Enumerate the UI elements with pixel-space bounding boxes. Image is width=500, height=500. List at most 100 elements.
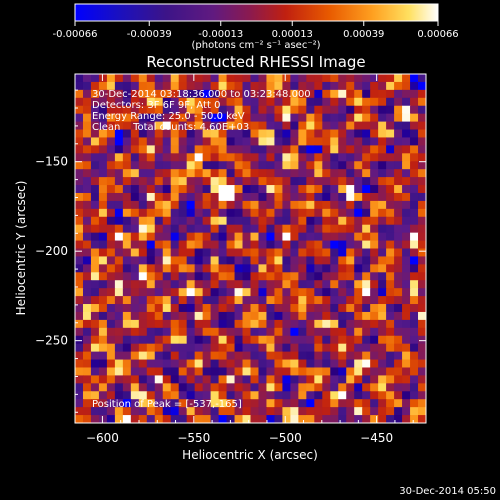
heatmap-cell — [154, 304, 164, 313]
heatmap-cell — [338, 248, 347, 258]
heatmap-cell — [138, 327, 148, 337]
heatmap-cell — [122, 407, 132, 416]
heatmap-cell — [194, 153, 204, 162]
heatmap-cell — [274, 161, 284, 170]
heatmap-cell — [138, 343, 148, 353]
heatmap-cell — [418, 208, 426, 218]
heatmap-cell — [194, 335, 204, 345]
heatmap-cell — [346, 296, 355, 305]
heatmap-cell — [114, 200, 124, 210]
heatmap-cell — [314, 192, 323, 202]
heatmap-cell — [82, 200, 92, 210]
heatmap-cell — [394, 375, 403, 384]
heatmap-cell — [106, 169, 116, 178]
heatmap-cell — [370, 296, 379, 305]
heatmap-cell — [250, 240, 260, 250]
heatmap-cell — [354, 391, 363, 400]
heatmap-cell — [130, 161, 140, 170]
heatmap-cell — [138, 89, 148, 99]
heatmap-cell — [218, 81, 228, 91]
heatmap-cell — [194, 319, 204, 329]
heatmap-cell — [178, 200, 188, 210]
heatmap-cell — [178, 105, 188, 115]
heatmap-cell — [98, 248, 108, 258]
heatmap-cell — [402, 343, 411, 353]
heatmap-cell — [394, 359, 403, 369]
heatmap-cell — [130, 216, 140, 226]
heatmap-cell — [122, 264, 132, 273]
heatmap-cell — [114, 177, 124, 186]
heatmap-cell — [306, 391, 315, 400]
heatmap-cell — [418, 343, 426, 353]
heatmap-cell — [282, 224, 291, 234]
heatmap-cell — [282, 137, 291, 146]
heatmap-cell — [266, 367, 276, 377]
heatmap-cell — [114, 208, 124, 218]
heatmap-cell — [362, 161, 371, 170]
heatmap-cell — [418, 232, 426, 242]
heatmap-cell — [418, 129, 426, 139]
heatmap-cell — [218, 280, 228, 289]
heatmap-cell — [274, 129, 284, 139]
heatmap-cell — [362, 208, 371, 218]
heatmap-cell — [154, 415, 164, 423]
heatmap-cell — [202, 311, 212, 321]
heatmap-cell — [82, 391, 92, 400]
heatmap-cell — [138, 97, 148, 107]
heatmap-cell — [114, 351, 124, 361]
heatmap-cell — [290, 177, 299, 186]
heatmap-cell — [250, 208, 260, 218]
heatmap-cell — [162, 177, 172, 186]
heatmap-cell — [226, 407, 236, 416]
heatmap-cell — [234, 264, 244, 273]
heatmap-cell — [338, 161, 347, 170]
heatmap-cell — [226, 375, 236, 384]
heatmap-cell — [378, 113, 387, 123]
heatmap-cell — [370, 272, 379, 281]
colorbar-unit-label: (photons cm⁻² s⁻¹ asec⁻²) — [191, 40, 320, 51]
heatmap-cell — [418, 304, 426, 313]
heatmap-cell — [186, 192, 196, 202]
heatmap-cell — [194, 311, 204, 321]
heatmap-cell — [194, 248, 204, 258]
heatmap-cell — [82, 351, 92, 361]
heatmap-cell — [258, 129, 268, 139]
heatmap-cell — [162, 415, 172, 423]
heatmap-cell — [242, 280, 252, 289]
heatmap-cell — [378, 232, 387, 242]
heatmap-cell — [234, 280, 244, 289]
heatmap-cell — [234, 327, 244, 337]
heatmap-cell — [90, 224, 100, 234]
heatmap-cell — [202, 296, 212, 305]
heatmap-cell — [274, 200, 284, 210]
heatmap-cell — [410, 351, 419, 361]
heatmap-cell — [290, 192, 299, 202]
heatmap-cell — [410, 359, 419, 369]
heatmap-cell — [354, 121, 363, 131]
heatmap-cell — [138, 161, 148, 170]
heatmap-cell — [370, 169, 379, 178]
heatmap-cell — [370, 113, 379, 123]
heatmap-cell — [162, 351, 172, 361]
heatmap-cell — [306, 74, 315, 83]
heatmap-cell — [114, 319, 124, 329]
heatmap-cell — [146, 161, 156, 170]
heatmap-cell — [154, 137, 164, 146]
heatmap-cell — [138, 415, 148, 423]
heatmap-cell — [178, 161, 188, 170]
heatmap-cell — [242, 81, 252, 91]
colorbar-tick-label: -0.00066 — [53, 29, 98, 40]
heatmap-cell — [122, 145, 132, 154]
heatmap-cell — [330, 288, 339, 297]
heatmap-cell — [346, 335, 355, 345]
heatmap-cell — [202, 367, 212, 377]
heatmap-cell — [170, 367, 180, 377]
heatmap-cell — [362, 375, 371, 384]
heatmap-cell — [194, 145, 204, 154]
heatmap-cell — [378, 304, 387, 313]
heatmap-cell — [266, 216, 276, 226]
heatmap-cell — [226, 89, 236, 99]
heatmap-cell — [138, 256, 148, 265]
heatmap-cell — [282, 359, 291, 369]
heatmap-cell — [386, 288, 395, 297]
